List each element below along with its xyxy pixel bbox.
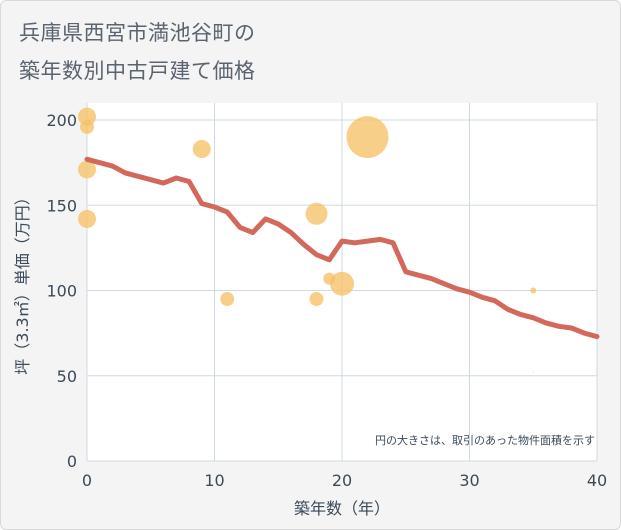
bubble-point bbox=[78, 107, 96, 126]
size-note: 円の大きさは、取引のあった物件面積を示す bbox=[375, 433, 595, 447]
bubble-point bbox=[346, 116, 389, 159]
bubble-point bbox=[309, 292, 324, 307]
y-axis-label: 坪（3.3㎡）単価（万円） bbox=[13, 189, 32, 374]
x-tick-label: 10 bbox=[204, 471, 224, 490]
bubble-series bbox=[78, 107, 537, 373]
bubble-point bbox=[305, 202, 328, 225]
x-tick-label: 0 bbox=[82, 471, 92, 490]
tick-labels: 0 10 20 30 40 0 50 100 150 200 bbox=[46, 111, 607, 490]
line-series bbox=[84, 156, 600, 340]
x-tick-label: 40 bbox=[587, 471, 607, 490]
x-tick-label: 20 bbox=[332, 471, 352, 490]
y-tick-label: 0 bbox=[67, 452, 77, 471]
x-tick-label: 30 bbox=[459, 471, 479, 490]
y-tick-label: 200 bbox=[46, 111, 77, 130]
y-tick-label: 100 bbox=[46, 282, 77, 301]
bubble-point bbox=[192, 140, 211, 159]
bubble-point bbox=[78, 160, 96, 179]
average-price-line bbox=[84, 156, 600, 340]
bubble-point bbox=[220, 292, 235, 307]
chart-title-line-1: 兵庫県西宮市満池谷町の bbox=[19, 21, 256, 45]
x-axis-label: 築年数（年） bbox=[294, 499, 390, 518]
bubble-point bbox=[78, 209, 96, 228]
y-tick-label: 50 bbox=[57, 367, 77, 386]
bubble-point bbox=[330, 271, 354, 296]
bubble-point bbox=[530, 287, 537, 294]
y-tick-label: 150 bbox=[46, 196, 77, 215]
chart-title-line-2: 築年数別中古戸建て価格 bbox=[19, 59, 256, 83]
bubble-point bbox=[80, 119, 94, 134]
bubble-point bbox=[532, 371, 534, 373]
